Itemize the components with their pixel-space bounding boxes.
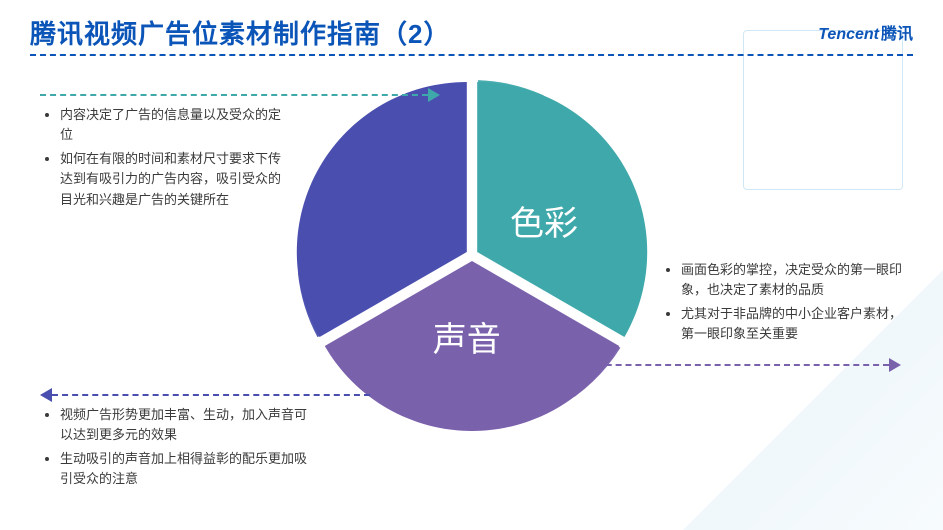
pie-chart: 内容色彩声音 [292,75,652,435]
arrow-line [52,394,370,396]
brand-en: Tencent [818,26,879,43]
content-desc-list: 内容决定了广告的信息量以及受众的定位 如何在有限的时间和素材尺寸要求下传达到有吸… [42,105,292,210]
list-item: 画面色彩的掌控，决定受众的第一眼印象，也决定了素材的品质 [681,260,913,300]
color-desc-list: 画面色彩的掌控，决定受众的第一眼印象，也决定了素材的品质 尤其对于非品牌的中小企… [663,260,913,345]
arrow-to-color [576,358,901,372]
arrowhead-icon [40,388,52,402]
sound-desc-list: 视频广告形势更加丰富、生动，加入声音可以达到更多元的效果 生动吸引的声音加上相得… [42,405,312,490]
arrow-to-sound [40,388,370,402]
title-divider [30,54,913,56]
pie-label-sound: 声音 [432,321,500,359]
arrowhead-icon [889,358,901,372]
pie-label-color: 色彩 [510,205,578,243]
header: 腾讯视频广告位素材制作指南（2） Tencent腾讯 [30,14,913,51]
color-desc-block: 画面色彩的掌控，决定受众的第一眼印象，也决定了素材的品质 尤其对于非品牌的中小企… [663,260,913,349]
list-item: 如何在有限的时间和素材尺寸要求下传达到有吸引力的广告内容，吸引受众的目光和兴趣是… [60,149,292,209]
list-item: 尤其对于非品牌的中小企业客户素材，第一眼印象至关重要 [681,304,913,344]
list-item: 生动吸引的声音加上相得益彰的配乐更加吸引受众的注意 [60,449,312,489]
list-item: 视频广告形势更加丰富、生动，加入声音可以达到更多元的效果 [60,405,312,445]
page-title: 腾讯视频广告位素材制作指南（2） [30,14,450,51]
arrowhead-icon [428,88,440,102]
content-desc-block: 内容决定了广告的信息量以及受众的定位 如何在有限的时间和素材尺寸要求下传达到有吸… [42,105,292,214]
arrow-line [40,94,428,96]
arrow-line [576,364,889,366]
brand-cn: 腾讯 [881,26,913,43]
sound-desc-block: 视频广告形势更加丰富、生动，加入声音可以达到更多元的效果 生动吸引的声音加上相得… [42,405,312,494]
list-item: 内容决定了广告的信息量以及受众的定位 [60,105,292,145]
brand-logo: Tencent腾讯 [818,20,913,44]
pie-chart-svg: 内容色彩声音 [292,75,652,435]
arrow-to-content [40,88,440,102]
